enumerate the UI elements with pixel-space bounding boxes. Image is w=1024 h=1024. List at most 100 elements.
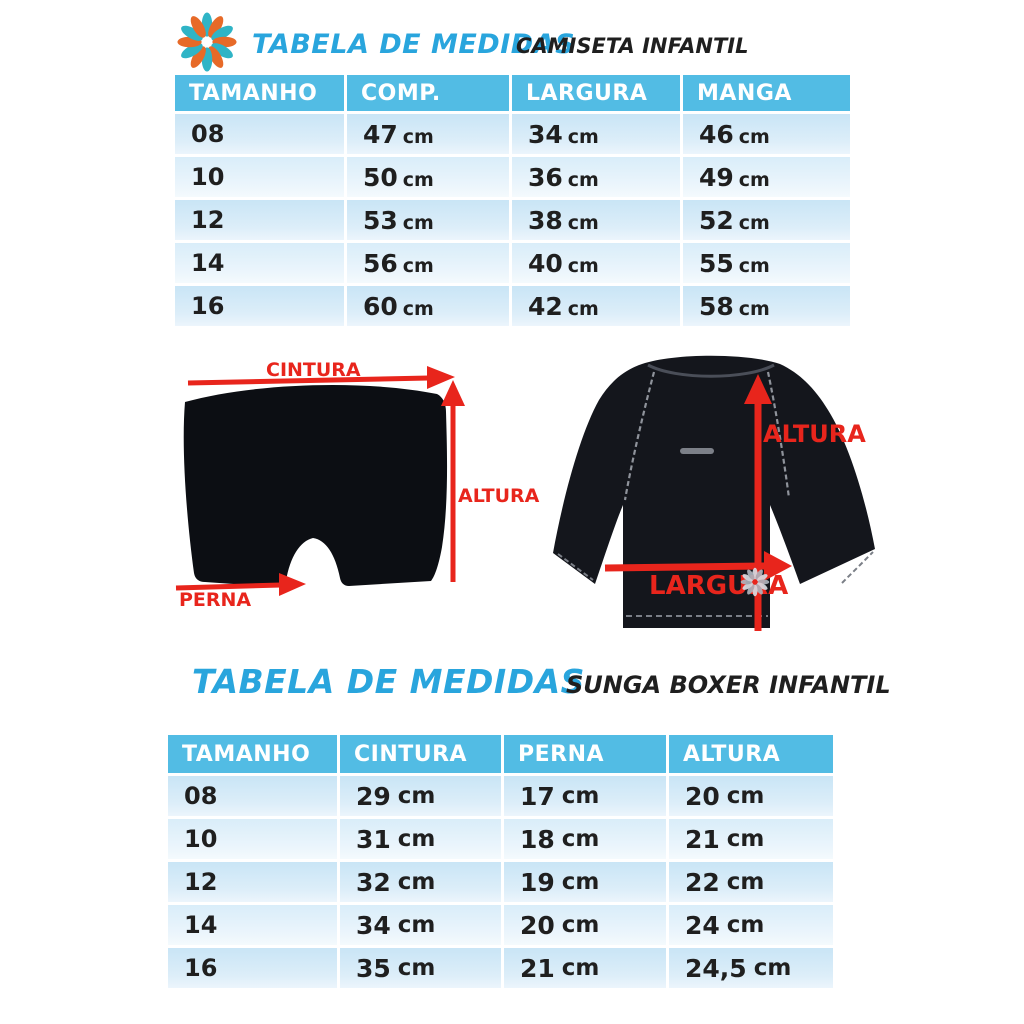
largura-value: 34 <box>528 119 563 149</box>
unit-label: cm <box>726 826 765 852</box>
right-cuff-stitch <box>841 551 874 584</box>
camiseta-section-title: TABELA DE MEDIDAS <box>252 29 576 60</box>
camiseta-section-subtitle: CAMISETA INFANTIL <box>516 34 749 58</box>
unit-label: cm <box>726 869 765 895</box>
table-row: 16 35 cm 21 cm 24,5 cm <box>168 948 833 988</box>
largura-value: 36 <box>528 162 563 192</box>
size-value: 16 <box>184 954 218 982</box>
manga-value: 52 <box>699 205 734 235</box>
manga-value: 58 <box>699 291 734 321</box>
unit-label: cm <box>726 912 765 938</box>
sunga-section-subtitle: SUNGA BOXER INFANTIL <box>566 671 891 699</box>
unit-label: cm <box>561 783 600 809</box>
camiseta-size-table: TAMANHO COMP. LARGURA MANGA 08 47 cm 34 cm… <box>175 75 850 326</box>
table-row: 14 56 cm 40 cm 55 cm <box>175 243 850 283</box>
sunga-size-table: TAMANHO CINTURA PERNA ALTURA 08 29 cm 17 c… <box>168 735 833 988</box>
unit-label: cm <box>567 298 599 320</box>
cintura-value: 34 <box>356 910 391 940</box>
unit-label: cm <box>397 912 436 938</box>
shirt-diagram <box>553 355 875 631</box>
cintura-value: 32 <box>356 867 391 897</box>
unit-label: cm <box>567 255 599 277</box>
unit-label: cm <box>561 955 600 981</box>
unit-label: cm <box>402 169 434 191</box>
perna-arrowhead <box>279 573 306 596</box>
unit-label: cm <box>402 126 434 148</box>
comp-value: 60 <box>363 291 398 321</box>
unit-label: cm <box>726 783 765 809</box>
size-value: 12 <box>184 868 218 896</box>
comp-value: 53 <box>363 205 398 235</box>
table-row: 16 60 cm 42 cm 58 cm <box>175 286 850 326</box>
boxer-shorts-silhouette <box>183 384 448 587</box>
perna-value: 21 <box>520 953 555 983</box>
left-cuff-stitch <box>557 553 594 581</box>
largura-arrowhead <box>764 551 792 581</box>
table-row: 14 34 cm 20 cm 24 cm <box>168 905 833 945</box>
flower-logo-icon <box>177 12 237 72</box>
unit-label: cm <box>567 126 599 148</box>
header-cell-perna: PERNA <box>504 735 669 773</box>
altura-value: 24,5 <box>685 953 747 983</box>
perna-value: 20 <box>520 910 555 940</box>
unit-label: cm <box>561 826 600 852</box>
table-row: 12 53 cm 38 cm 52 cm <box>175 200 850 240</box>
chest-brand-mark <box>680 448 714 454</box>
largura-value: 40 <box>528 248 563 278</box>
shirt-silhouette <box>553 355 875 628</box>
unit-label: cm <box>738 298 770 320</box>
cintura-value: 31 <box>356 824 391 854</box>
largura-value: 42 <box>528 291 563 321</box>
table-row: 08 29 cm 17 cm 20 cm <box>168 776 833 816</box>
unit-label: cm <box>738 255 770 277</box>
size-value: 12 <box>191 206 225 234</box>
unit-label: cm <box>402 298 434 320</box>
unit-label: cm <box>397 955 436 981</box>
header-cell-altura: ALTURA <box>683 741 781 767</box>
unit-label: cm <box>567 212 599 234</box>
altura-label: ALTURA <box>763 420 866 448</box>
perna-value: 18 <box>520 824 555 854</box>
size-value: 08 <box>191 120 225 148</box>
header-cell-comp: COMP. <box>347 75 512 111</box>
comp-value: 50 <box>363 162 398 192</box>
unit-label: cm <box>567 169 599 191</box>
perna-value: 19 <box>520 867 555 897</box>
perna-arrow <box>175 582 282 591</box>
size-value: 14 <box>191 249 225 277</box>
size-value: 14 <box>184 911 218 939</box>
largura-value: 38 <box>528 205 563 235</box>
perna-value: 17 <box>520 781 555 811</box>
table-row: 12 32 cm 19 cm 22 cm <box>168 862 833 902</box>
manga-value: 49 <box>699 162 734 192</box>
unit-label: cm <box>397 869 436 895</box>
unit-label: cm <box>402 212 434 234</box>
unit-label: cm <box>561 912 600 938</box>
size-value: 16 <box>191 292 225 320</box>
unit-label: cm <box>561 869 600 895</box>
altura-value: 24 <box>685 910 720 940</box>
table-row: 08 47 cm 34 cm 46 cm <box>175 114 850 154</box>
unit-label: cm <box>397 783 436 809</box>
header-cell-tamanho: TAMANHO <box>168 735 340 773</box>
sunga-section-title: TABELA DE MEDIDAS <box>192 662 585 701</box>
largura-arrow <box>604 562 768 572</box>
manga-value: 46 <box>699 119 734 149</box>
header-cell-largura: LARGURA <box>512 75 683 111</box>
unit-label: cm <box>738 169 770 191</box>
cintura-value: 29 <box>356 781 391 811</box>
left-raglan-seam <box>623 371 656 501</box>
header-cell-cintura: CINTURA <box>340 735 504 773</box>
collar-seam <box>647 363 775 378</box>
unit-label: cm <box>738 212 770 234</box>
altura-arrowhead <box>744 374 772 404</box>
cintura-arrowhead <box>427 366 455 389</box>
comp-value: 56 <box>363 248 398 278</box>
altura-label: ALTURA <box>458 485 540 507</box>
altura-value: 21 <box>685 824 720 854</box>
table-row: 10 31 cm 18 cm 21 cm <box>168 819 833 859</box>
altura-arrowhead <box>441 380 465 406</box>
cintura-value: 35 <box>356 953 391 983</box>
table-row: 10 50 cm 36 cm 49 cm <box>175 157 850 197</box>
